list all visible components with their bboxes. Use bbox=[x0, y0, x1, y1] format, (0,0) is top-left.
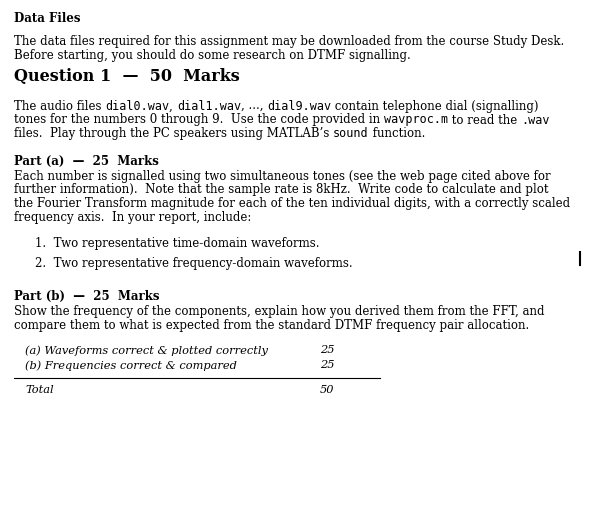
Text: (b) Frequencies correct & compared: (b) Frequencies correct & compared bbox=[25, 360, 237, 370]
Text: Data Files: Data Files bbox=[14, 12, 81, 25]
Text: The data files required for this assignment may be downloaded from the course St: The data files required for this assignm… bbox=[14, 35, 565, 48]
Text: 2.  Two representative frequency-domain waveforms.: 2. Two representative frequency-domain w… bbox=[35, 257, 353, 270]
Text: Each number is signalled using two simultaneous tones (see the web page cited ab: Each number is signalled using two simul… bbox=[14, 170, 551, 183]
Text: sound: sound bbox=[333, 127, 369, 140]
Text: , ...,: , ..., bbox=[241, 100, 267, 113]
Text: wavproc.m: wavproc.m bbox=[384, 113, 448, 127]
Text: further information).  Note that the sample rate is 8kHz.  Write code to calcula: further information). Note that the samp… bbox=[14, 184, 549, 196]
Text: Part (a)  —  25  Marks: Part (a) — 25 Marks bbox=[14, 155, 159, 168]
Text: (a) Waveforms correct & plotted correctly: (a) Waveforms correct & plotted correctl… bbox=[25, 345, 268, 356]
Text: frequency axis.  In your report, include:: frequency axis. In your report, include: bbox=[14, 210, 251, 224]
Text: .wav: .wav bbox=[521, 113, 550, 127]
Text: tones for the numbers 0 through 9.  Use the code provided in: tones for the numbers 0 through 9. Use t… bbox=[14, 113, 384, 127]
Text: Total: Total bbox=[25, 385, 53, 395]
Text: 25: 25 bbox=[320, 360, 334, 370]
Text: The audio files: The audio files bbox=[14, 100, 105, 113]
Text: 25: 25 bbox=[320, 345, 334, 355]
Text: ,: , bbox=[170, 100, 177, 113]
Text: 50: 50 bbox=[320, 385, 334, 395]
Text: dial1.wav: dial1.wav bbox=[177, 100, 241, 113]
Text: Show the frequency of the components, explain how you derived them from the FFT,: Show the frequency of the components, ex… bbox=[14, 305, 544, 318]
Text: Before starting, you should do some research on DTMF signalling.: Before starting, you should do some rese… bbox=[14, 49, 411, 62]
Text: Part (b)  —  25  Marks: Part (b) — 25 Marks bbox=[14, 290, 160, 303]
Text: dial0.wav: dial0.wav bbox=[105, 100, 170, 113]
Text: files.  Play through the PC speakers using MATLAB’s: files. Play through the PC speakers usin… bbox=[14, 127, 333, 140]
Text: compare them to what is expected from the standard DTMF frequency pair allocatio: compare them to what is expected from th… bbox=[14, 319, 529, 331]
Text: 1.  Two representative time-domain waveforms.: 1. Two representative time-domain wavefo… bbox=[35, 237, 320, 250]
Text: contain telephone dial (signalling): contain telephone dial (signalling) bbox=[331, 100, 539, 113]
Text: to read the: to read the bbox=[448, 113, 521, 127]
Text: Question 1  —  50  Marks: Question 1 — 50 Marks bbox=[14, 68, 240, 85]
Text: the Fourier Transform magnitude for each of the ten individual digits, with a co: the Fourier Transform magnitude for each… bbox=[14, 197, 570, 210]
Text: dial9.wav: dial9.wav bbox=[267, 100, 331, 113]
Text: function.: function. bbox=[369, 127, 425, 140]
